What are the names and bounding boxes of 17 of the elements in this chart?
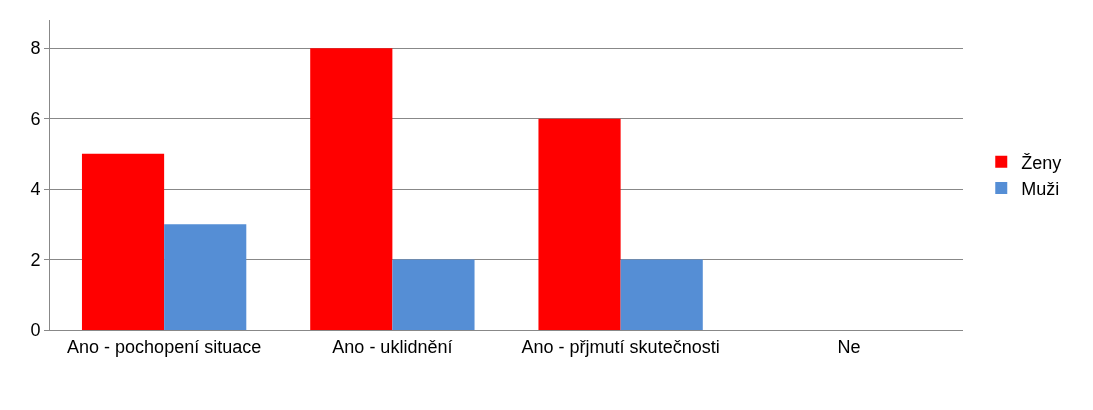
x-tick-label: Ano - pochopení situace [67, 336, 262, 357]
x-tick-label: Ano - přjmutí skutečnosti [521, 336, 720, 357]
y-tick-label: 8 [30, 38, 41, 59]
bar [164, 224, 247, 330]
y-tick-label: 6 [30, 108, 41, 129]
y-tick-label: 4 [30, 179, 41, 200]
y-tick-label: 0 [30, 320, 41, 341]
bar [538, 118, 621, 330]
legend-label: Ženy [1021, 152, 1062, 173]
bar [310, 48, 393, 330]
x-tick-label: Ne [837, 336, 861, 357]
x-tick-label: Ano - uklidnění [332, 336, 453, 357]
bar [81, 153, 165, 330]
bar [620, 259, 703, 330]
bar [392, 259, 475, 330]
legend-label: Muži [1021, 179, 1060, 200]
y-tick-label: 2 [30, 249, 41, 270]
